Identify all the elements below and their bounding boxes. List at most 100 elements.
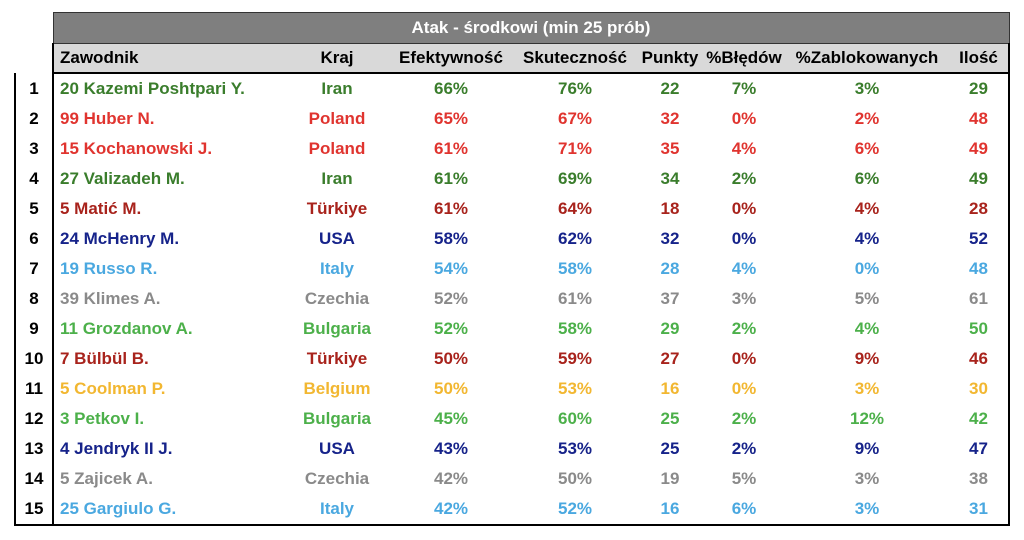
cell-punkty: 25 <box>660 409 680 428</box>
cell-player-name: 15 Kochanowski J. <box>60 139 213 158</box>
cell-country: Bulgaria <box>302 319 372 338</box>
cell-skutecznosc: 61% <box>557 289 593 308</box>
cell-efektywnosc: 61% <box>433 169 469 188</box>
cell-country: Iran <box>321 79 353 98</box>
cell-country: Italy <box>319 259 355 278</box>
cell-rank: 10 <box>14 344 54 374</box>
cell-skutecznosc: 62% <box>557 229 593 248</box>
header-efektywnosc: Efektywność <box>389 43 513 74</box>
cell-efektywnosc: 50% <box>433 379 469 398</box>
table-body: 1 20 Kazemi Poshtpari Y. Iran 66% 76% 22 7% 3% 2… <box>14 73 1010 526</box>
cell-efektywnosc: 61% <box>433 199 469 218</box>
cell-skutecznosc: 60% <box>557 409 593 428</box>
cell-skutecznosc: 64% <box>557 199 593 218</box>
cell-skutecznosc: 53% <box>557 439 593 458</box>
table-row: 3 15 Kochanowski J. Poland 61% 71% 35 4% 6% 49 <box>14 134 1010 164</box>
cell-bledow: 4% <box>731 139 757 158</box>
cell-rank: 11 <box>14 374 54 404</box>
cell-ilosc: 49 <box>949 164 1010 194</box>
cell-zablokowanych: 12% <box>849 409 885 428</box>
cell-efektywnosc: 65% <box>433 109 469 128</box>
cell-ilosc: 42 <box>949 404 1010 434</box>
cell-bledow: 0% <box>731 199 757 218</box>
cell-country: Türkiye <box>306 199 368 218</box>
cell-punkty: 18 <box>660 199 680 218</box>
cell-skutecznosc: 76% <box>557 79 593 98</box>
cell-efektywnosc: 50% <box>433 349 469 368</box>
cell-zablokowanych: 9% <box>854 439 880 458</box>
cell-rank: 7 <box>14 254 54 284</box>
cell-rank: 13 <box>14 434 54 464</box>
cell-player-name: 25 Gargiulo G. <box>53 494 285 526</box>
cell-country: Poland <box>308 139 366 158</box>
cell-bledow: 2% <box>731 439 757 458</box>
cell-rank: 15 <box>14 494 54 526</box>
cell-efektywnosc: 52% <box>433 289 469 308</box>
cell-bledow: 3% <box>731 289 757 308</box>
cell-player-name: 20 Kazemi Poshtpari Y. <box>60 79 245 98</box>
cell-punkty: 32 <box>660 229 680 248</box>
cell-country: Italy <box>285 494 389 526</box>
header-zablokowanych: %Zablokowanych <box>785 43 949 74</box>
cell-zablokowanych: 4% <box>854 229 880 248</box>
cell-zablokowanych: 2% <box>854 109 880 128</box>
cell-player-name: 5 Zajicek A. <box>60 469 153 488</box>
table-row: 13 4 Jendryk II J. USA 43% 53% 25 2% 9% 47 <box>14 434 1010 464</box>
cell-player-name: 11 Grozdanov A. <box>60 319 193 338</box>
cell-bledow: 2% <box>731 409 757 428</box>
header-bledow: %Błędów <box>703 43 785 74</box>
cell-skutecznosc: 58% <box>557 259 593 278</box>
cell-efektywnosc: 43% <box>433 439 469 458</box>
cell-ilosc: 49 <box>949 134 1010 164</box>
cell-zablokowanych: 3% <box>854 379 880 398</box>
cell-punkty: 35 <box>660 139 680 158</box>
cell-bledow: 6% <box>703 494 785 526</box>
cell-punkty: 19 <box>660 469 680 488</box>
cell-player-name: 5 Coolman P. <box>60 379 166 398</box>
cell-skutecznosc: 69% <box>557 169 593 188</box>
cell-zablokowanych: 4% <box>854 319 880 338</box>
table-row: 6 24 McHenry M. USA 58% 62% 32 0% 4% 52 <box>14 224 1010 254</box>
cell-zablokowanych: 5% <box>854 289 880 308</box>
title-blank-cell <box>15 12 53 44</box>
cell-ilosc: 48 <box>949 254 1010 284</box>
cell-skutecznosc: 67% <box>557 109 593 128</box>
cell-rank: 3 <box>14 134 54 164</box>
cell-rank: 5 <box>14 194 54 224</box>
cell-country: USA <box>319 439 355 458</box>
cell-efektywnosc: 61% <box>433 139 469 158</box>
cell-player-name: 19 Russo R. <box>60 259 158 278</box>
cell-punkty: 16 <box>660 379 680 398</box>
header-zawodnik: Zawodnik <box>52 43 285 74</box>
table-row: 15 25 Gargiulo G. Italy 42% 52% 16 6% 3% 31 <box>14 494 1010 526</box>
cell-efektywnosc: 42% <box>389 494 513 526</box>
header-blank-cell <box>15 43 53 73</box>
cell-rank: 12 <box>14 404 54 434</box>
cell-punkty: 25 <box>660 439 680 458</box>
table-row: 12 3 Petkov I. Bulgaria 45% 60% 25 2% 12% 42 <box>14 404 1010 434</box>
cell-country: Belgium <box>303 379 371 398</box>
cell-country: Czechia <box>304 469 370 488</box>
cell-zablokowanych: 6% <box>854 139 880 158</box>
cell-ilosc: 50 <box>949 314 1010 344</box>
cell-skutecznosc: 71% <box>557 139 593 158</box>
cell-country: USA <box>319 229 355 248</box>
table-title: Atak - środkowi (min 25 prób) <box>52 12 1010 44</box>
title-row: Atak - środkowi (min 25 prób) <box>15 12 1010 44</box>
cell-zablokowanych: 0% <box>854 259 880 278</box>
table-row: 14 5 Zajicek A. Czechia 42% 50% 19 5% 3% 38 <box>14 464 1010 494</box>
cell-ilosc: 61 <box>949 284 1010 314</box>
cell-country: Poland <box>308 109 366 128</box>
cell-zablokowanych: 9% <box>854 349 880 368</box>
cell-punkty: 29 <box>660 319 680 338</box>
cell-ilosc: 47 <box>949 434 1010 464</box>
cell-efektywnosc: 58% <box>433 229 469 248</box>
cell-bledow: 0% <box>731 229 757 248</box>
cell-punkty: 28 <box>660 259 680 278</box>
cell-country: Iran <box>321 169 353 188</box>
cell-player-name: 39 Klimes A. <box>60 289 161 308</box>
cell-zablokowanych: 3% <box>785 494 949 526</box>
cell-player-name: 5 Matić M. <box>60 199 142 218</box>
cell-rank: 6 <box>14 224 54 254</box>
